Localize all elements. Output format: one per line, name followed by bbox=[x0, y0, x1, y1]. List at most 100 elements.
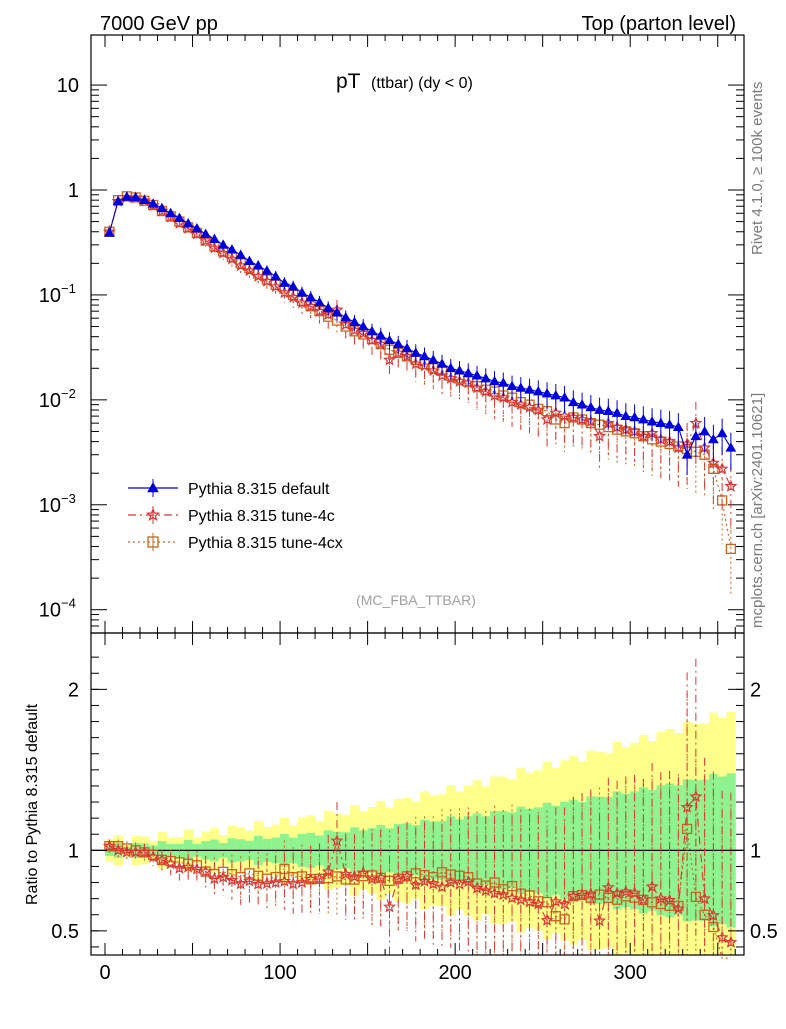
data-point-star bbox=[680, 800, 694, 813]
data-point-triangle bbox=[410, 347, 422, 357]
x-tick-label: 100 bbox=[263, 962, 296, 984]
data-point-star bbox=[531, 403, 545, 416]
data-point-star bbox=[575, 412, 589, 426]
data-point-star bbox=[225, 873, 239, 886]
data-point-triangle bbox=[497, 377, 509, 387]
y-tick-exponent: −4 bbox=[61, 596, 76, 611]
data-point-star bbox=[207, 871, 221, 885]
data-point-triangle bbox=[681, 449, 693, 459]
data-point-star bbox=[671, 902, 685, 915]
data-point-star bbox=[488, 388, 502, 402]
data-point-triangle bbox=[287, 281, 299, 291]
data-point-star bbox=[269, 279, 283, 293]
data-point-star bbox=[356, 326, 370, 339]
data-point-triangle bbox=[235, 249, 247, 259]
data-point-star bbox=[628, 886, 642, 899]
plot-title-main: pT bbox=[336, 70, 361, 93]
ratio-series-line bbox=[109, 795, 732, 943]
data-point-star bbox=[383, 900, 396, 913]
y-tick-label: 1 bbox=[68, 180, 79, 202]
data-point-star bbox=[566, 410, 580, 423]
data-point-star bbox=[207, 241, 221, 254]
ratio-uncertainty-bands bbox=[105, 712, 736, 955]
data-point-triangle bbox=[480, 372, 492, 383]
data-point-star bbox=[479, 883, 493, 897]
data-point-triangle bbox=[244, 255, 255, 265]
data-point-star bbox=[242, 874, 256, 887]
data-point-star bbox=[365, 333, 379, 346]
ratio-series-line bbox=[109, 828, 731, 959]
data-point-star bbox=[269, 875, 283, 889]
data-point-star bbox=[601, 880, 615, 894]
plot-title-sub: (ttbar) (dy < 0) bbox=[371, 75, 473, 92]
data-point-triangle bbox=[147, 198, 159, 208]
data-point-triangle bbox=[322, 302, 334, 312]
data-point-star bbox=[321, 307, 335, 321]
data-point-triangle bbox=[515, 382, 527, 392]
data-point-triangle bbox=[506, 380, 518, 391]
data-point-star bbox=[339, 317, 353, 331]
data-point-star bbox=[496, 390, 510, 404]
data-point-triangle bbox=[270, 270, 282, 281]
data-point-triangle bbox=[620, 410, 632, 420]
data-point-star bbox=[549, 894, 563, 908]
data-point-star bbox=[277, 874, 291, 887]
data-point-star bbox=[689, 789, 703, 803]
y-tick-exponent: −2 bbox=[61, 386, 76, 401]
data-point-triangle bbox=[454, 365, 465, 375]
data-point-square bbox=[559, 914, 570, 925]
data-point-star bbox=[400, 869, 414, 882]
data-point-star bbox=[374, 337, 388, 350]
data-point-triangle bbox=[419, 350, 430, 361]
data-point-star bbox=[190, 862, 204, 875]
data-point-star bbox=[181, 860, 195, 873]
data-point-triangle bbox=[690, 430, 702, 441]
data-point-triangle bbox=[401, 342, 413, 353]
data-point-triangle bbox=[489, 375, 500, 386]
data-point-triangle bbox=[139, 194, 150, 205]
data-point-star bbox=[514, 397, 528, 411]
data-point-square bbox=[147, 536, 159, 548]
data-point-star bbox=[426, 877, 440, 890]
data-point-star bbox=[330, 834, 344, 847]
data-point-square bbox=[725, 543, 737, 555]
data-point-triangle bbox=[147, 481, 159, 493]
data-point-triangle bbox=[375, 330, 387, 340]
x-tick-label: 300 bbox=[614, 962, 647, 984]
data-point-triangle bbox=[699, 425, 710, 436]
data-point-star bbox=[146, 850, 160, 863]
data-point-star bbox=[636, 893, 650, 906]
data-point-star bbox=[715, 462, 729, 475]
y-tick-exponent: −1 bbox=[61, 281, 76, 296]
ratio-y-tick-label-right: 2 bbox=[750, 679, 761, 701]
data-point-triangle bbox=[602, 405, 614, 416]
data-point-star bbox=[575, 888, 589, 901]
rivet-version-label: Rivet 4.1.0, ≥ 100k events bbox=[749, 82, 766, 255]
data-point-triangle bbox=[550, 390, 562, 400]
data-point-star bbox=[374, 871, 388, 884]
data-point-star bbox=[391, 872, 405, 885]
ratio-y-tick-label: 2 bbox=[68, 679, 79, 701]
data-point-star bbox=[523, 895, 537, 908]
data-point-star bbox=[312, 872, 326, 885]
data-point-star bbox=[145, 507, 161, 522]
data-point-star bbox=[277, 285, 291, 299]
data-point-star bbox=[505, 891, 519, 904]
data-point-star bbox=[706, 456, 720, 469]
data-point-star bbox=[312, 304, 326, 317]
data-point-triangle bbox=[629, 411, 640, 422]
y-tick-exponent: −3 bbox=[61, 491, 76, 506]
data-point-star bbox=[461, 874, 475, 888]
y-tick-label: 10 bbox=[57, 75, 79, 97]
data-point-triangle bbox=[541, 387, 553, 398]
data-point-star bbox=[102, 839, 116, 852]
data-point-star bbox=[435, 368, 449, 382]
data-point-star bbox=[234, 877, 248, 890]
data-point-triangle bbox=[340, 311, 352, 322]
mcplots-label: mcplots.cern.ch [arXiv:2401.10621] bbox=[749, 393, 766, 628]
data-point-star bbox=[426, 363, 440, 377]
ratio-plot: 0.5 0.5 1 1 2 2 0 100 200 300 Ratio to Pythia 8.3… bbox=[24, 632, 778, 984]
data-point-star bbox=[444, 875, 458, 889]
